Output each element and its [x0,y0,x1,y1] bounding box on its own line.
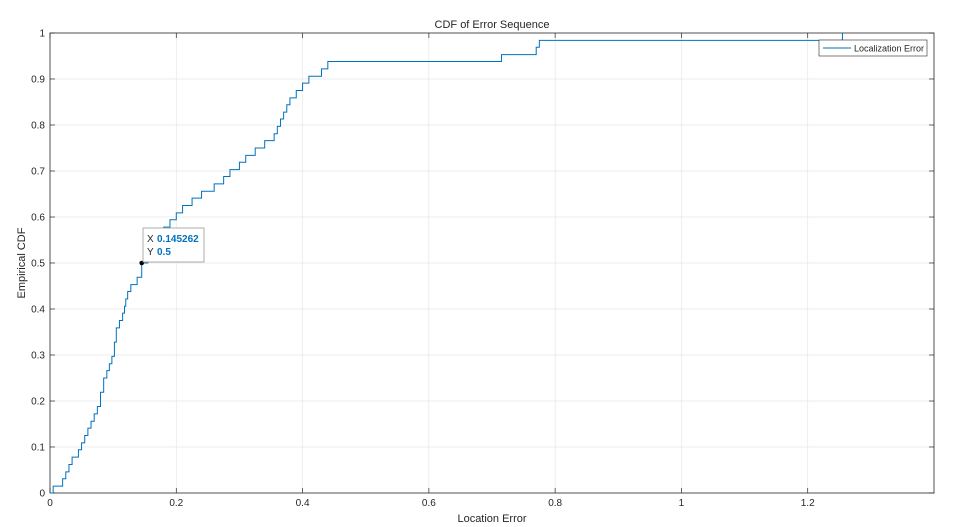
y-tick-label: 0 [39,489,45,500]
x-axis-label: Location Error [457,513,526,525]
y-tick-label: 0.1 [31,443,45,454]
legend[interactable]: Localization Error [818,39,928,57]
y-tick-label: 0.6 [31,213,45,224]
y-tick-labels: 0 0.1 0.2 0.3 0.4 0.5 0.6 0.7 0.8 0.9 1 [31,29,45,500]
x-tick-label: 1.2 [801,498,815,509]
series-line-localization-error[interactable] [50,33,843,494]
datatip-y-key: Y [147,247,154,258]
x-tick-label: 0.6 [422,498,436,509]
axis-ticks [49,32,934,494]
datatip-box [142,227,205,263]
y-tick-label: 0.8 [31,121,45,132]
legend-box [818,39,928,57]
datatip-x-key: X [147,234,154,245]
x-tick-label: 1 [679,498,685,509]
y-tick-label: 0.5 [31,259,45,270]
datatip[interactable]: X 0.145262 Y 0.5 [139,227,205,266]
y-tick-label: 0.4 [31,305,45,316]
datatip-x-value: 0.145262 [157,234,199,245]
legend-entry-label: Localization Error [854,44,924,54]
y-tick-label: 0.9 [31,75,45,86]
y-tick-label: 0.7 [31,167,45,178]
y-tick-label: 0.2 [31,397,45,408]
y-tick-label: 0.3 [31,351,45,362]
y-axis-label: Empirical CDF [16,227,28,298]
x-tick-label: 0.2 [169,498,183,509]
series-layer [50,33,843,494]
x-tick-label: 0.8 [548,498,562,509]
chart-title: CDF of Error Sequence [435,19,550,31]
x-tick-labels: 0 0.2 0.4 0.6 0.8 1 1.2 [47,498,815,509]
x-tick-label: 0.4 [296,498,310,509]
grid-lines [50,33,934,493]
x-tick-label: 0 [47,498,53,509]
y-tick-label: 1 [39,29,45,40]
datatip-y-value: 0.5 [157,247,171,258]
